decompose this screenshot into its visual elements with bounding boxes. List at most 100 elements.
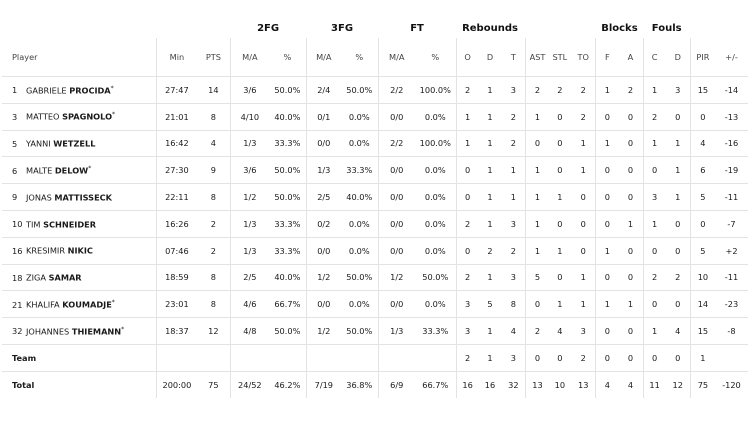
player-cell[interactable]: 16 KRESIMIR NIKIC (2, 236, 157, 265)
player-cell[interactable]: 21 KHALIFA KOUMADJE* (2, 290, 157, 318)
stat-foul-d: 1 (665, 156, 691, 184)
stat-blk-a: 0 (618, 156, 644, 184)
stat-foul-c: 0 (643, 156, 666, 184)
table-row[interactable]: 10 TIM SCHNEIDER 16:26 2 1/3 33.3% 0/2 0.0% 0/0 0… (2, 209, 748, 238)
stat-foul-c: 3 (643, 183, 666, 211)
player-cell[interactable]: 5 YANNI WETZELL (2, 129, 157, 157)
stat-min: 18:59 (156, 263, 198, 291)
team-stat-pir: 1 (690, 343, 715, 372)
stat-pm: -23 (714, 290, 748, 318)
stat-reb-t: 1 (501, 156, 527, 184)
stat-fg2-pct: 33.3% (269, 236, 307, 265)
table-row[interactable]: 5 YANNI WETZELL 16:42 4 1/3 33.3% 0/0 0.0% 2/2 10… (2, 129, 748, 157)
stat-blk-f: 1 (595, 236, 619, 265)
stat-pm: -16 (714, 129, 748, 157)
header-pts: PTS (197, 38, 231, 77)
player-last-name: WETZELL (53, 138, 96, 149)
total-stat-ast: 13 (525, 370, 549, 399)
stat-min: 16:26 (156, 209, 198, 238)
stat-ast: 1 (525, 209, 549, 238)
stat-fg2-ma: 1/2 (230, 183, 270, 211)
stat-ast: 1 (525, 236, 549, 265)
player-cell[interactable]: 10 TIM SCHNEIDER (2, 209, 157, 238)
player-cell[interactable]: 6 MALTE DELOW* (2, 156, 157, 184)
player-cell[interactable]: 3 MATTEO SPAGNOLO* (2, 102, 157, 131)
group-ft: FT (410, 22, 424, 34)
player-number: 16 (12, 246, 23, 257)
header-ast: AST (529, 52, 546, 62)
stat-to: 1 (571, 156, 597, 184)
player-first-name: JONAS (26, 192, 52, 203)
table-row[interactable]: 32 JOHANNES THIEMANN* 18:37 12 4/8 50.0% 1/2 50… (2, 317, 748, 345)
stat-reb-d: 1 (478, 183, 502, 211)
stat-stl: 4 (548, 317, 572, 345)
table-row[interactable]: 9 JONAS MATTISSECK 22:11 8 1/2 50.0% 2/5 40.0% 0… (2, 183, 748, 211)
stat-blk-a: 2 (618, 76, 644, 104)
player-first-name: KRESIMIR (26, 246, 66, 257)
stat-reb-o: 1 (456, 129, 479, 157)
stat-fg2-pct: 40.0% (269, 263, 307, 291)
table-row[interactable]: 21 KHALIFA KOUMADJE* 23:01 8 4/6 66.7% 0/0 0.0%… (2, 290, 748, 318)
table-row[interactable]: 6 MALTE DELOW* 27:30 9 3/6 50.0% 1/3 33.3% 0/0 0.… (2, 156, 748, 184)
stat-stl: 0 (548, 156, 572, 184)
table-row[interactable]: 18 ZIGA SAMAR 18:59 8 2/5 40.0% 1/2 50.0% 1/2 50.… (2, 263, 748, 291)
starter-mark: * (112, 111, 116, 119)
player-first-name: YANNI (26, 138, 51, 149)
stat-blk-a: 0 (618, 236, 644, 265)
stat-reb-t: 2 (501, 129, 527, 157)
header-pir: PIR (696, 52, 710, 62)
stat-min: 18:37 (156, 317, 198, 345)
player-number: 10 (12, 219, 23, 230)
stat-fg3-ma: 1/3 (306, 156, 342, 184)
stat-fg3-ma: 1/2 (306, 317, 342, 345)
table-row[interactable]: 16 KRESIMIR NIKIC 07:46 2 1/3 33.3% 0/0 0.0% 0/0… (2, 236, 748, 265)
header-blk-f: F (604, 52, 610, 62)
player-last-name: KOUMADJE (62, 299, 112, 310)
player-cell[interactable]: 1 GABRIELE PROCIDA* (2, 76, 157, 104)
player-last-name: SPAGNOLO (62, 112, 113, 123)
stat-blk-a: 0 (618, 317, 644, 345)
player-last-name: DELOW (54, 165, 89, 176)
team-label: Team (2, 343, 157, 372)
header-stl: STL (552, 52, 568, 62)
stat-ast: 0 (525, 129, 549, 157)
stat-fg3-pct: 0.0% (341, 236, 379, 265)
stat-foul-c: 1 (643, 76, 666, 104)
stat-fg2-ma: 4/10 (230, 102, 270, 131)
team-stat-foul-c: 0 (643, 343, 666, 372)
player-cell[interactable]: 32 JOHANNES THIEMANN* (2, 317, 157, 345)
table-row[interactable]: 1 GABRIELE PROCIDA* 27:47 14 3/6 50.0% 2/4 50.0… (2, 76, 748, 104)
team-stat-reb-o: 2 (456, 343, 479, 372)
stat-ast: 2 (525, 317, 549, 345)
player-cell[interactable]: 9 JONAS MATTISSECK (2, 183, 157, 211)
stat-reb-t: 8 (501, 290, 527, 318)
table-row[interactable]: 3 MATTEO SPAGNOLO* 21:01 8 4/10 40.0% 0/1 0.0% 0… (2, 102, 748, 131)
stat-fg3-ma: 0/0 (306, 290, 342, 318)
stat-ft-pct: 33.3% (414, 317, 457, 345)
player-cell[interactable]: 18 ZIGA SAMAR (2, 263, 157, 291)
stat-foul-d: 0 (665, 290, 691, 318)
header-reb-t: T (501, 38, 527, 77)
stat-blk-a: 1 (618, 290, 644, 318)
stat-foul-c: 1 (643, 129, 666, 157)
total-stat-fg2-pct: 46.2% (269, 370, 307, 399)
header-2fg-pct: % (269, 38, 307, 77)
header-ft-ma: M/A (389, 52, 405, 62)
stat-fg3-pct: 0.0% (341, 129, 379, 157)
stat-fg2-pct: 50.0% (269, 317, 307, 345)
stat-ast: 1 (525, 102, 549, 131)
stat-pts: 8 (197, 183, 231, 211)
stat-pts: 8 (197, 102, 231, 131)
player-last-name: SAMAR (48, 272, 82, 283)
stat-pm: -13 (714, 102, 748, 131)
stat-ft-ma: 0/0 (378, 209, 415, 238)
stat-pm: +2 (714, 236, 748, 265)
stat-pm: -11 (714, 263, 748, 291)
player-first-name: TIM (26, 219, 41, 230)
stat-stl: 0 (548, 129, 572, 157)
stat-ft-ma: 0/0 (378, 290, 415, 318)
stat-ft-pct: 100.0% (414, 129, 457, 157)
stat-pir: 0 (690, 209, 715, 238)
team-stat-stl: 0 (548, 343, 572, 372)
team-stat-ast: 0 (525, 343, 549, 372)
